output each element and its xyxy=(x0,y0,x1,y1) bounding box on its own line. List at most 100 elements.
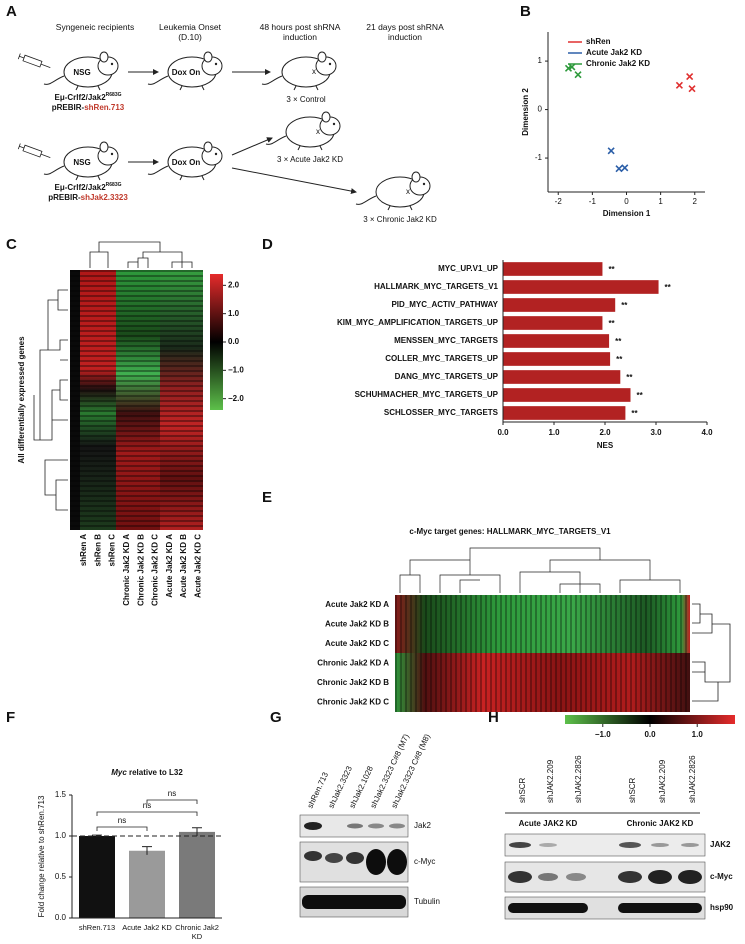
bar xyxy=(503,334,610,348)
panel-label: G xyxy=(270,709,282,726)
y-axis-label: Dimension 2 xyxy=(521,88,530,136)
x-axis-label: NES xyxy=(597,441,614,450)
column-label: shRen B xyxy=(93,534,102,567)
protein-label: Jak2 xyxy=(414,821,431,830)
colorbar-label: 0.0 xyxy=(644,730,656,739)
band xyxy=(678,870,702,884)
band xyxy=(619,842,641,848)
outcome: 3 × Acute Jak2 KD xyxy=(277,155,343,164)
significance-label: ** xyxy=(631,409,638,418)
x-tick-label: 0.0 xyxy=(497,428,509,437)
heatmap-title: c-Myc target genes: HALLMARK_MYC_TARGETS… xyxy=(409,527,611,536)
panel-label: E xyxy=(262,489,272,506)
x-tick-label: 3.0 xyxy=(650,428,662,437)
panel-label: H xyxy=(488,709,499,726)
stage-header: Leukemia Onset (D.10) xyxy=(159,22,221,42)
genotype-base: Eμ-Crlf2/Jak2 xyxy=(55,183,107,192)
band xyxy=(346,852,364,864)
y-axis-label: Fold change relative to shRen.713 xyxy=(37,795,46,917)
band xyxy=(325,853,343,863)
stage-header: 48 hours post shRNA induction xyxy=(259,22,341,42)
x-tick-label: Acute Jak2 KD xyxy=(122,923,172,932)
row-label: Acute Jak2 KD A xyxy=(325,600,389,609)
band xyxy=(387,849,407,875)
band xyxy=(539,843,557,847)
error-bar xyxy=(142,846,152,855)
vector: pREBIR-shJak2.3323 xyxy=(48,193,128,202)
significance-label: ** xyxy=(621,301,628,310)
arrow xyxy=(231,137,273,156)
colorbar-label: 1.0 xyxy=(228,309,240,318)
significance-label: ** xyxy=(608,265,615,274)
significance-label: ns xyxy=(143,801,151,810)
mouse-icon xyxy=(265,111,341,151)
protein-label: Tubulin xyxy=(414,897,440,906)
lane-label: shJAK2.2826 xyxy=(688,755,697,803)
band xyxy=(648,870,672,884)
protein-label: hsp90 xyxy=(710,903,734,912)
row-label: Chronic Jak2 KD A xyxy=(317,658,389,667)
x-tick-label: Chronic Jak2 KD xyxy=(175,923,219,941)
hairpin: shRen.713 xyxy=(84,103,125,112)
point xyxy=(568,63,576,71)
colorbar xyxy=(565,715,735,724)
bar xyxy=(503,388,631,402)
category-label: DANG_MYC_TARGETS_UP xyxy=(395,372,499,381)
genotype-allele: R683G xyxy=(106,182,122,188)
x-mark: x xyxy=(316,127,320,136)
lane-label: shJAK2.209 xyxy=(658,759,667,803)
colorbar-label: 0.0 xyxy=(228,337,240,346)
y-tick-label: 0.0 xyxy=(55,913,67,922)
band xyxy=(508,903,588,913)
significance-label: ** xyxy=(637,391,644,400)
host-label: NSG xyxy=(73,158,90,167)
category-label: MYC_UP.V1_UP xyxy=(438,264,499,273)
dendrogram xyxy=(89,241,193,268)
vector-name: pREBIR- xyxy=(48,193,81,202)
genotype: Eμ-Crlf2/Jak2R683G xyxy=(55,92,122,102)
colorbar-label: 1.0 xyxy=(692,730,704,739)
x-tick-label: 1.0 xyxy=(548,428,560,437)
title-italic: Myc xyxy=(111,768,127,777)
y-tick-label: 1.0 xyxy=(55,831,67,840)
x-axis-label: Dimension 1 xyxy=(603,209,651,218)
chart-title: Myc relative to L32 xyxy=(111,768,183,777)
colorbar-label: −1.0 xyxy=(228,365,244,374)
significance-bracket xyxy=(96,811,198,816)
heatmap-texture xyxy=(395,595,690,712)
lane-label: shSCR xyxy=(518,777,527,803)
genotype-allele: R683G xyxy=(106,92,122,98)
colorbar-label: −1.0 xyxy=(595,730,611,739)
x-tick-label: 4.0 xyxy=(701,428,713,437)
y-tick-label: 0 xyxy=(538,105,543,114)
dendrogram xyxy=(692,603,731,702)
point xyxy=(607,147,615,155)
genotype: Eμ-Crlf2/Jak2R683G xyxy=(55,182,122,192)
x-mark: x xyxy=(406,187,410,196)
blot xyxy=(504,896,706,920)
band xyxy=(389,823,405,829)
title-text: relative to L32 xyxy=(127,768,184,777)
band xyxy=(508,871,532,883)
x-tick-label: 2 xyxy=(693,197,698,206)
row-label: Chronic Jak2 KD C xyxy=(317,697,389,706)
column-label: Acute Jak2 KD B xyxy=(179,534,188,598)
column-label: Chronic Jak2 KD B xyxy=(136,534,145,606)
row-label: Acute Jak2 KD C xyxy=(325,639,389,648)
stage-header: 21 days post shRNA induction xyxy=(366,22,444,42)
point xyxy=(621,164,629,172)
bar xyxy=(503,298,616,312)
band xyxy=(302,895,406,909)
band xyxy=(509,842,531,848)
column-label: Acute Jak2 KD A xyxy=(165,534,174,598)
dendrogram xyxy=(33,289,68,511)
syringe-icon xyxy=(17,143,52,161)
blot xyxy=(504,861,706,893)
significance-label: ** xyxy=(616,355,623,364)
error-bar xyxy=(192,827,202,836)
lane-label: shJak2.3323 C#8 (M7) xyxy=(369,732,412,809)
column-label: shRen C xyxy=(108,534,117,567)
bar xyxy=(503,280,659,294)
column-label: Chronic Jak2 KD A xyxy=(122,534,131,606)
